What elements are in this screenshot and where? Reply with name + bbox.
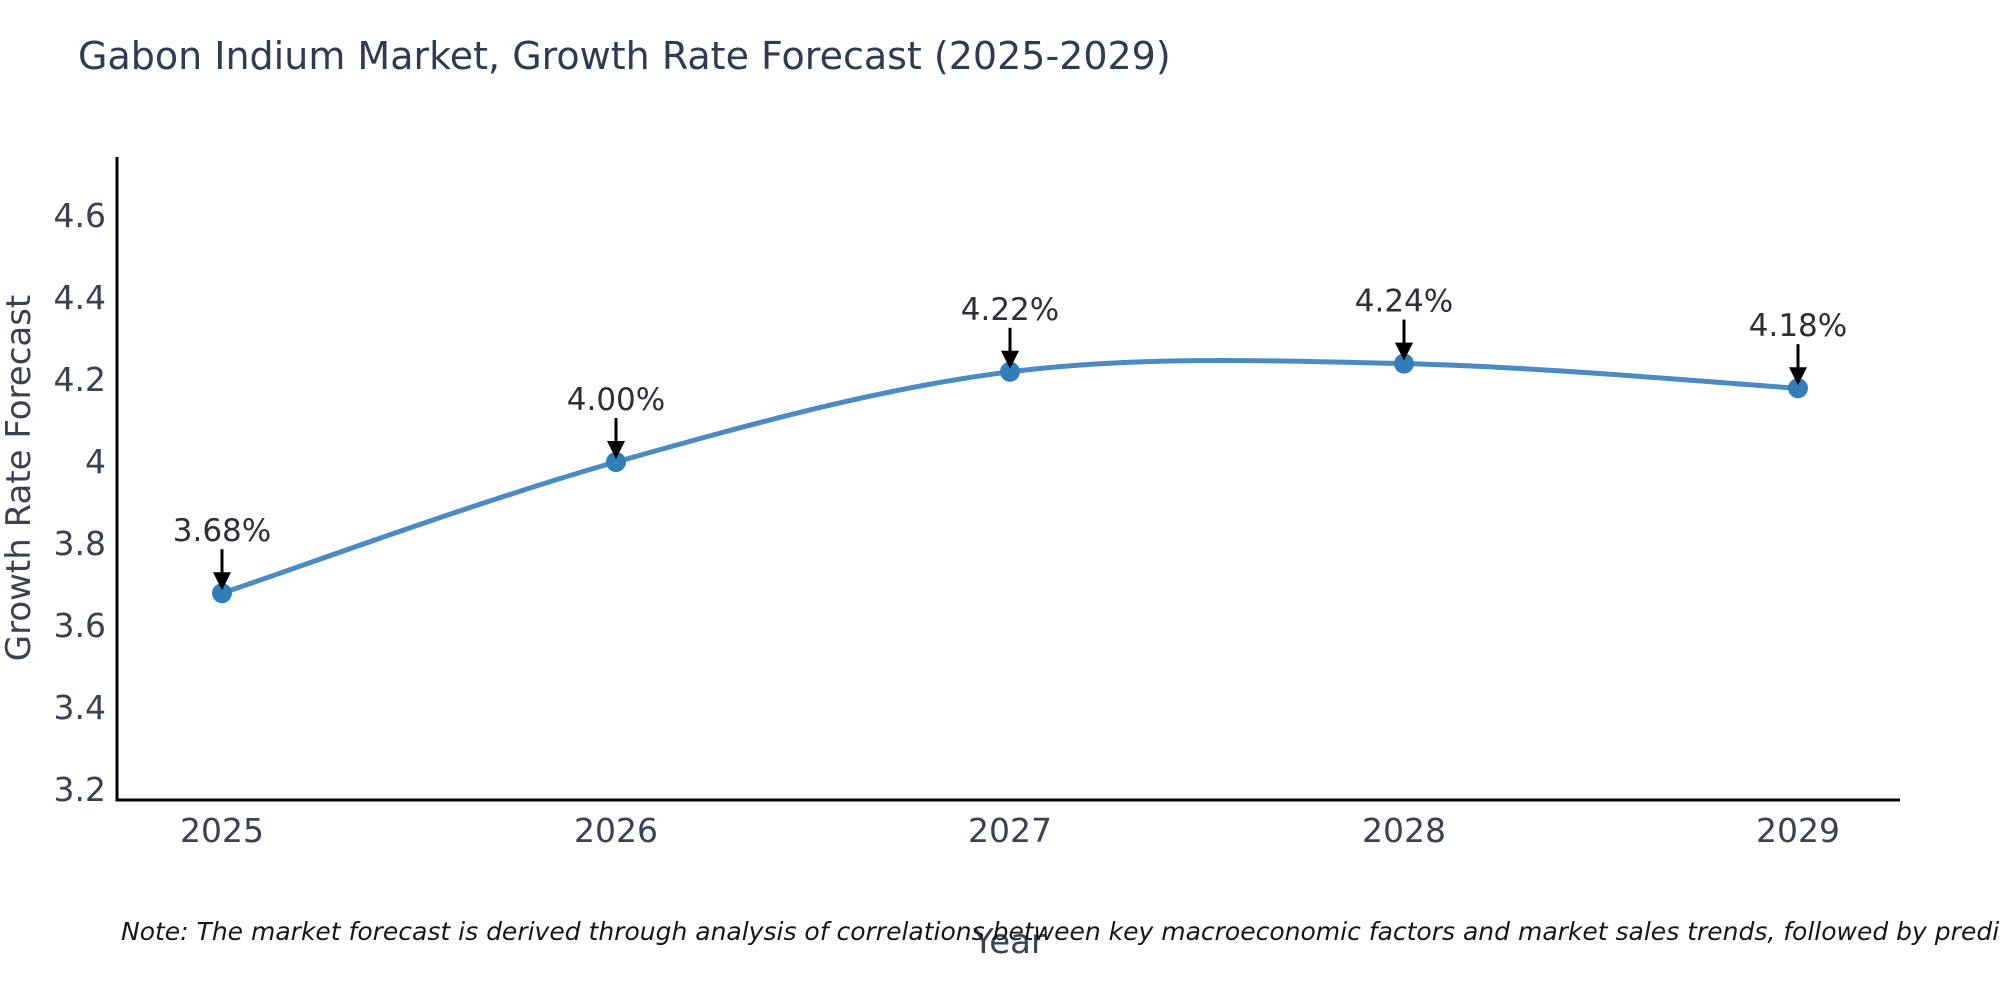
chart-title: Gabon Indium Market, Growth Rate Forecas… (78, 34, 1171, 78)
data-point-marker (1394, 353, 1414, 374)
point-value-label: 4.22% (961, 292, 1059, 328)
y-tick-label: 3.4 (54, 688, 106, 727)
data-point-marker (212, 583, 232, 604)
x-axis-tick-labels: 2025 2026 2027 2028 2029 (180, 811, 1840, 850)
x-tick-label: 2029 (1756, 811, 1840, 850)
y-tick-label: 4 (85, 442, 106, 481)
y-tick-label: 4.2 (54, 360, 106, 399)
x-tick-label: 2028 (1362, 811, 1446, 850)
y-tick-label: 3.8 (54, 524, 106, 563)
x-tick-label: 2025 (180, 811, 264, 850)
point-value-label: 3.68% (173, 513, 271, 549)
annotation-arrow-head (213, 572, 231, 591)
annotation-arrow-head (607, 441, 625, 459)
line-series (212, 353, 1808, 604)
annotation-arrow-head (1001, 350, 1019, 369)
plot-spines (115, 157, 1900, 802)
footnote-text: Note: The market forecast is derived thr… (121, 917, 2000, 946)
growth-rate-line (219, 357, 1801, 596)
x-tick-label: 2027 (968, 811, 1052, 850)
point-annotations: 3.68% 4.00% 4.22% 4.24% 4.18% (173, 284, 1847, 591)
y-tick-label: 4.6 (54, 196, 106, 235)
y-tick-label: 3.6 (54, 606, 106, 645)
y-axis-tick-labels: 3.2 3.4 3.6 3.8 4 4.2 4.4 4.6 (54, 196, 106, 809)
x-axis-title: Year (972, 922, 1045, 962)
point-value-label: 4.18% (1749, 308, 1847, 344)
y-axis-title: Growth Rate Forecast (0, 295, 39, 662)
y-tick-label: 3.2 (54, 770, 106, 809)
y-tick-label: 4.4 (54, 278, 106, 317)
x-tick-label: 2026 (574, 811, 658, 850)
point-value-label: 4.24% (1355, 284, 1453, 320)
point-value-label: 4.00% (567, 382, 665, 418)
annotation-arrow-head (1395, 342, 1413, 361)
data-point-marker (1788, 378, 1808, 399)
annotation-arrow-head (1789, 367, 1807, 386)
data-point-marker (606, 452, 626, 472)
data-point-marker (1000, 361, 1020, 382)
